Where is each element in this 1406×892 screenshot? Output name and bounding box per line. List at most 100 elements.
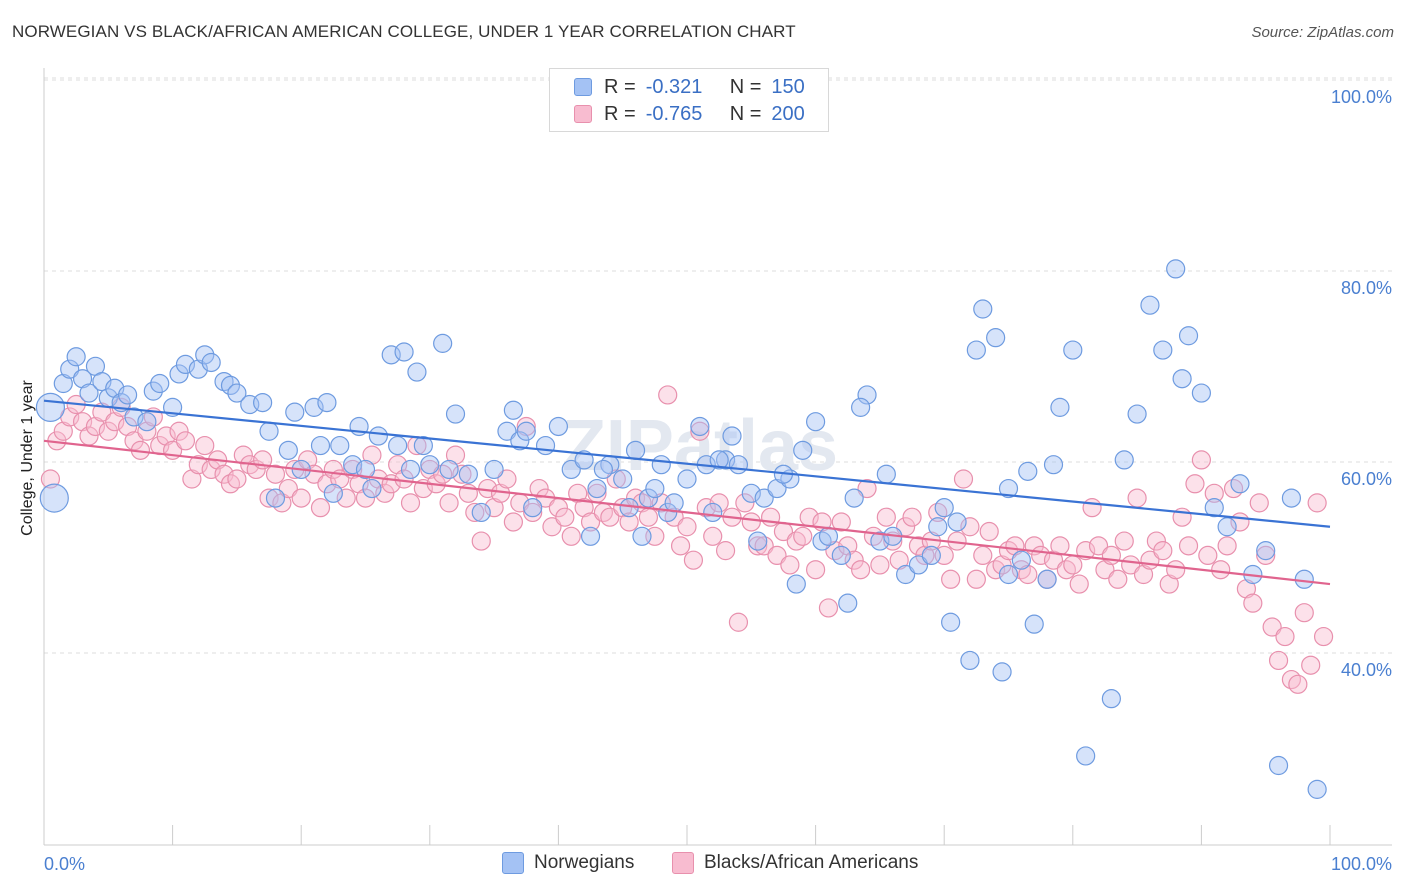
trend-line xyxy=(43,439,1331,586)
data-point xyxy=(413,435,433,456)
data-point xyxy=(1050,536,1070,556)
data-point xyxy=(857,385,877,405)
data-point xyxy=(471,502,491,523)
data-point xyxy=(1140,295,1160,315)
data-point xyxy=(227,469,247,489)
data-point xyxy=(182,469,202,489)
data-point xyxy=(651,455,671,475)
data-point xyxy=(934,498,954,518)
data-point xyxy=(105,412,125,432)
data-point xyxy=(1018,564,1038,585)
correlation-legend: R = -0.321 N = 150 R = -0.765 N = 200 xyxy=(549,68,829,132)
data-point xyxy=(902,507,922,527)
data-point xyxy=(445,404,466,424)
data-point xyxy=(39,483,69,513)
data-point xyxy=(169,421,189,441)
data-point xyxy=(542,517,562,537)
data-point xyxy=(349,474,369,494)
data-point xyxy=(259,488,279,508)
data-point xyxy=(195,345,215,365)
data-point xyxy=(1127,404,1147,424)
data-point xyxy=(580,526,601,546)
data-point xyxy=(561,526,581,546)
data-point xyxy=(703,526,723,546)
data-point xyxy=(1114,531,1134,551)
legend-r-value: -0.321 xyxy=(645,75,703,98)
data-point xyxy=(220,375,241,396)
data-point xyxy=(85,416,106,437)
data-point xyxy=(851,560,871,580)
data-point xyxy=(728,612,749,632)
data-point xyxy=(889,550,909,570)
data-point xyxy=(439,493,459,513)
data-point xyxy=(265,488,286,508)
data-point xyxy=(330,435,350,456)
bottom-legend-swatch-black-african-americans xyxy=(672,852,694,874)
data-point xyxy=(1050,397,1070,417)
data-point xyxy=(60,359,80,379)
data-point xyxy=(632,526,652,546)
data-point xyxy=(638,507,659,527)
data-point xyxy=(1249,493,1269,513)
legend-r-label: R = xyxy=(604,102,636,125)
data-point xyxy=(715,450,736,470)
data-point xyxy=(175,431,196,451)
data-point xyxy=(741,483,761,503)
data-point xyxy=(343,455,363,475)
data-point xyxy=(465,502,485,523)
data-point xyxy=(690,421,710,441)
data-point xyxy=(304,397,324,417)
y-tick-label: 40.0% xyxy=(1341,660,1392,680)
legend-row-black-african-americans: R = -0.765 N = 200 xyxy=(574,102,805,126)
data-point xyxy=(310,435,331,456)
data-point xyxy=(1069,574,1089,594)
legend-r-label: R = xyxy=(604,75,636,98)
data-point xyxy=(992,662,1012,682)
data-point xyxy=(388,435,408,456)
data-point xyxy=(625,440,646,460)
data-point xyxy=(677,517,697,537)
data-point xyxy=(285,402,305,422)
data-point xyxy=(915,545,935,566)
data-point xyxy=(1076,746,1096,766)
data-point xyxy=(510,431,530,451)
data-point xyxy=(1307,779,1327,799)
data-point xyxy=(420,455,440,475)
data-point xyxy=(394,342,414,362)
data-point xyxy=(857,478,877,499)
data-point xyxy=(117,416,138,437)
data-point xyxy=(1166,259,1186,279)
data-point xyxy=(786,574,806,594)
data-point xyxy=(831,512,851,532)
data-point xyxy=(484,459,504,480)
data-point xyxy=(690,416,710,437)
x-tick-label: 0.0% xyxy=(44,854,85,874)
data-point xyxy=(619,512,639,532)
data-point xyxy=(362,445,382,465)
data-point xyxy=(400,493,421,513)
data-point xyxy=(876,507,896,527)
data-point xyxy=(947,512,967,532)
data-point xyxy=(233,445,253,465)
data-point xyxy=(400,459,421,480)
data-point xyxy=(548,416,569,437)
data-point xyxy=(838,593,858,613)
data-point xyxy=(1256,545,1276,566)
legend-n-value: 200 xyxy=(771,102,805,125)
data-point xyxy=(561,459,581,480)
data-point xyxy=(953,469,974,489)
data-point xyxy=(831,545,851,566)
data-point xyxy=(53,373,73,394)
data-point xyxy=(1043,455,1064,475)
data-point xyxy=(1268,755,1289,776)
data-point xyxy=(79,383,99,403)
data-point xyxy=(1088,536,1109,556)
data-point xyxy=(497,421,517,441)
data-point xyxy=(793,526,813,546)
source-label: Source: ZipAtlas.com xyxy=(1251,24,1394,41)
data-point xyxy=(195,435,215,456)
data-point xyxy=(844,550,864,570)
data-point xyxy=(1063,555,1083,575)
data-point xyxy=(278,440,298,460)
